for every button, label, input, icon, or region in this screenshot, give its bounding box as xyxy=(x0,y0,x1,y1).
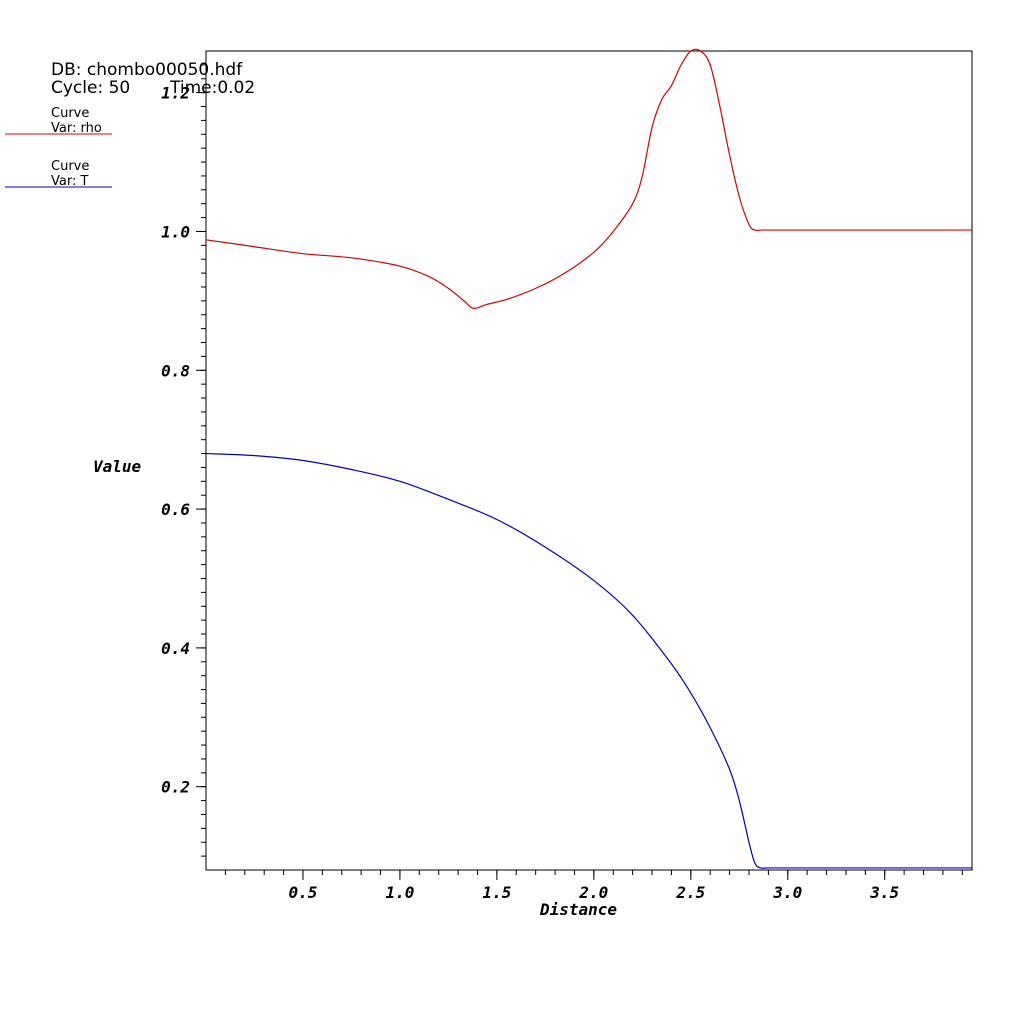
x-tick-label: 2.0 xyxy=(578,883,608,902)
plot-frame xyxy=(205,50,973,871)
y-tick-label: 0.8 xyxy=(161,361,190,380)
legend-entry-t: Curve Var: T xyxy=(5,159,112,189)
y-axis-label: Value xyxy=(93,457,142,476)
cycle-label: Cycle: 50 xyxy=(51,78,130,98)
x-axis-label: Distance xyxy=(539,900,617,919)
x-tick-label: 3.0 xyxy=(772,883,802,902)
series-line-rho xyxy=(205,48,972,310)
database-label: DB: chombo00050.hdf xyxy=(51,60,243,80)
legend-var-label: Var: rho xyxy=(51,121,102,136)
x-tick-label: 1.0 xyxy=(385,883,414,902)
legend-title: Curve xyxy=(51,159,89,174)
y-tick-label: 0.6 xyxy=(161,500,190,519)
legend-var-label: Var: T xyxy=(51,174,88,189)
y-tick-label: 0.4 xyxy=(161,639,190,658)
legend-entry-rho: Curve Var: rho xyxy=(5,106,112,136)
x-tick-label: 1.5 xyxy=(482,883,511,902)
legend: Curve Var: rho Curve Var: T xyxy=(5,106,112,189)
minor-ticks xyxy=(201,64,963,875)
series-layer xyxy=(205,48,972,869)
legend-title: Curve xyxy=(51,106,89,121)
y-tick-label: 1.2 xyxy=(161,84,190,103)
y-axis: 0.2 0.4 0.6 0.8 1.0 1.2 xyxy=(161,84,206,797)
x-tick-label: 3.5 xyxy=(869,883,899,902)
time-label: Time:0.02 xyxy=(169,78,255,98)
x-axis: 0.5 1.0 1.5 2.0 2.5 3.0 3.5 xyxy=(289,870,899,902)
y-tick-label: 0.2 xyxy=(161,778,190,797)
x-tick-label: 2.5 xyxy=(675,883,705,902)
x-tick-label: 0.5 xyxy=(289,883,318,902)
y-tick-label: 1.0 xyxy=(161,222,190,241)
series-line-t xyxy=(205,452,972,869)
